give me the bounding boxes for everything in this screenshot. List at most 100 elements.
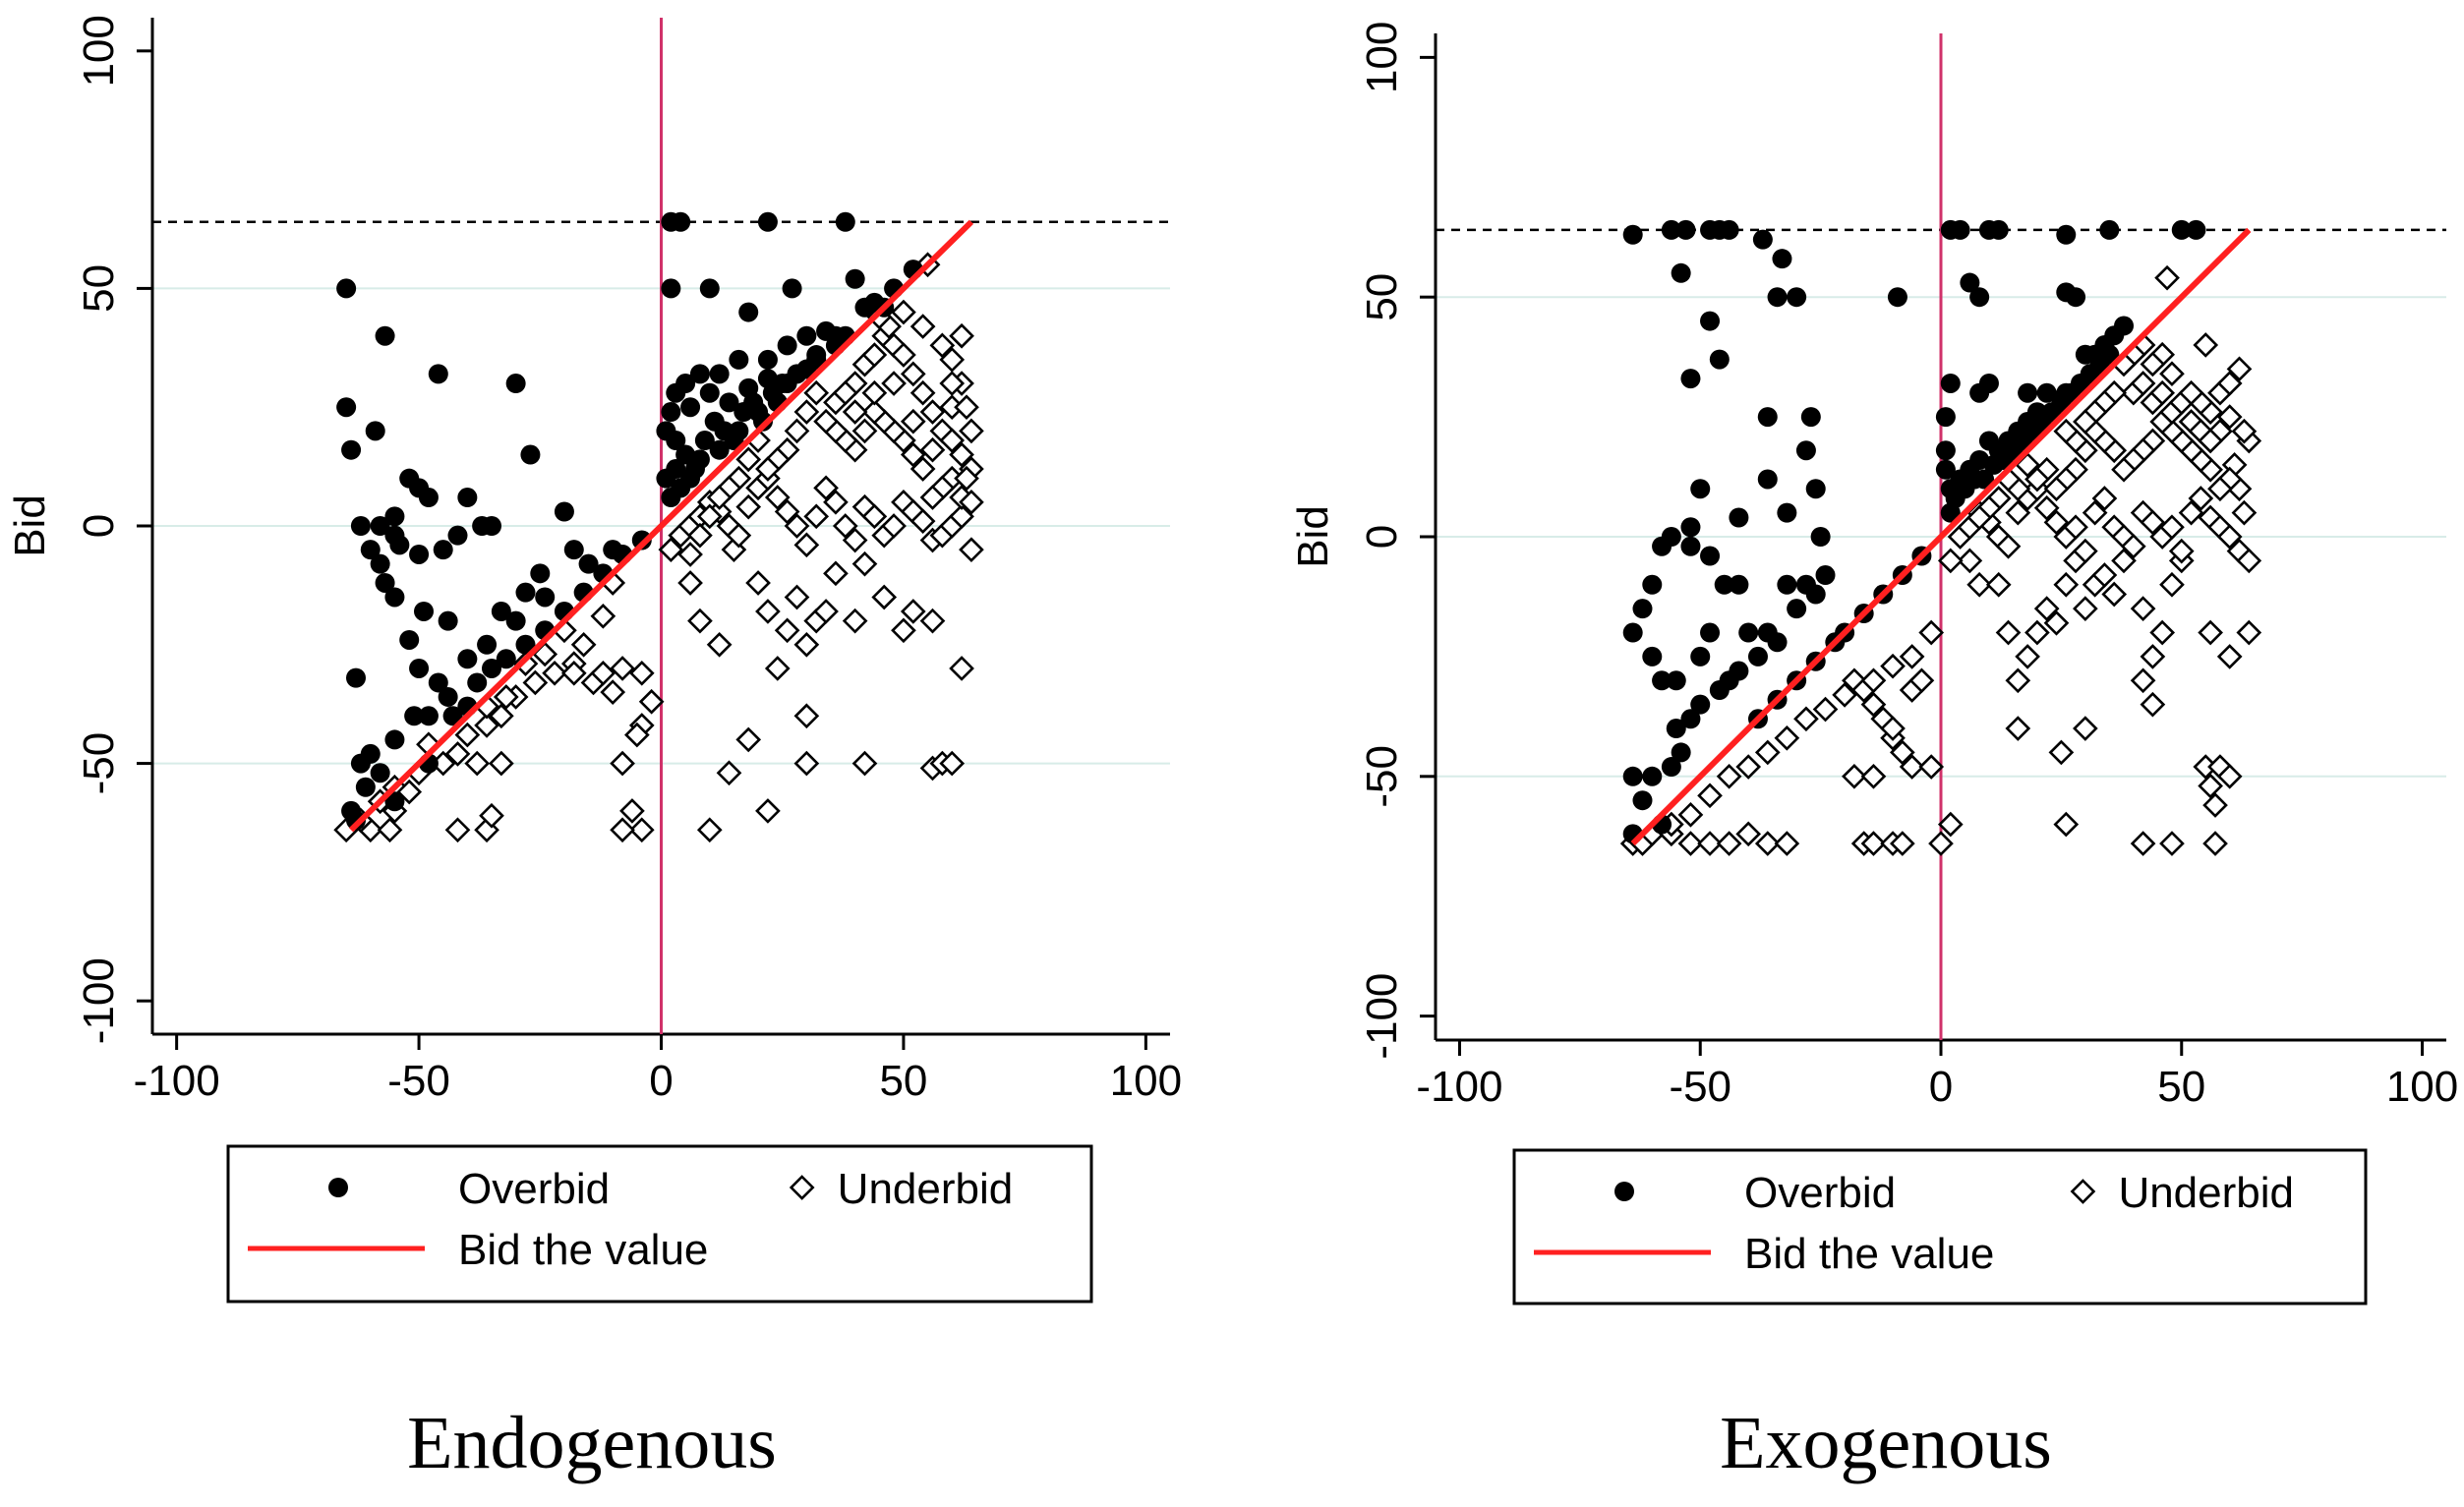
underbid-point: [959, 418, 984, 444]
overbid-point: [1767, 287, 1788, 308]
overbid-point: [729, 421, 749, 441]
overbid-point: [1675, 219, 1696, 240]
legend-overbid-marker: [1614, 1182, 1634, 1201]
overbid-point: [1795, 440, 1816, 461]
overbid-point: [1642, 574, 1663, 595]
underbid-point: [1735, 754, 1762, 780]
x-tick-label: 100: [2386, 1063, 2458, 1111]
underbid-point: [1677, 801, 1704, 828]
underbid-point: [909, 314, 936, 339]
underbid-point: [793, 399, 820, 425]
underbid-point: [755, 599, 781, 624]
underbid-point: [949, 656, 974, 681]
overbid-point: [1700, 311, 1721, 331]
overbid-point: [1935, 407, 1956, 428]
underbid-point: [2043, 609, 2070, 636]
underbid-point: [542, 660, 567, 686]
underbid-point: [2140, 644, 2166, 669]
overbid-point: [1815, 565, 1836, 586]
underbid-point: [1735, 821, 1762, 847]
underbid-point: [2120, 533, 2146, 559]
underbid-point: [2149, 619, 2176, 646]
overbid-point: [661, 402, 681, 423]
underbid-point: [464, 750, 491, 777]
overbid-point: [1719, 219, 1739, 240]
underbid-point: [687, 522, 713, 549]
bid-the-value-line: [348, 219, 974, 833]
underbid-point: [2168, 538, 2195, 564]
underbid-point: [2043, 509, 2070, 536]
underbid-point: [1793, 706, 1819, 732]
underbid-point: [2216, 644, 2243, 669]
underbid-point: [619, 798, 645, 824]
underbid-point: [764, 656, 791, 681]
overbid-point: [666, 382, 686, 403]
underbid-point: [522, 669, 549, 696]
underbid-point: [1860, 831, 1887, 856]
underbid-point: [512, 651, 539, 676]
underbid-point: [377, 817, 403, 843]
overbid-point: [375, 572, 395, 593]
overbid-point: [1661, 757, 1681, 778]
underbid-point: [658, 537, 684, 562]
overbid-point: [845, 268, 865, 289]
underbid-point: [2140, 509, 2166, 536]
panel-caption: Endogenous: [407, 1402, 777, 1484]
underbid-point: [2159, 831, 2185, 856]
underbid-point: [1754, 739, 1781, 766]
overbid-point: [1810, 527, 1831, 547]
underbid-point: [590, 660, 616, 686]
overbid-point: [2186, 219, 2206, 240]
underbid-point: [1899, 754, 1925, 780]
overbid-point: [666, 459, 686, 480]
overbid-point: [563, 540, 584, 560]
overbid-point: [1729, 661, 1749, 681]
overbid-point: [1805, 479, 1826, 499]
underbid-point: [842, 608, 868, 634]
y-tick-label: 100: [1358, 22, 1406, 93]
overbid-point: [438, 686, 458, 707]
underbid-point: [900, 441, 926, 468]
underbid-point: [1966, 571, 1993, 598]
x-tick-label: -50: [387, 1057, 450, 1105]
underbid-point: [939, 428, 966, 453]
overbid-point: [1787, 599, 1807, 619]
y-tick-label: 0: [1358, 525, 1406, 549]
y-axis-title: Bid: [6, 494, 54, 557]
underbid-point: [764, 485, 791, 510]
underbid-point: [479, 802, 504, 829]
underbid-point: [726, 522, 752, 549]
underbid-point: [2033, 596, 2060, 621]
overbid-point: [1767, 632, 1788, 653]
underbid-point: [1716, 831, 1742, 856]
underbid-point: [2082, 499, 2108, 526]
overbid-point: [680, 468, 701, 489]
underbid-point: [560, 660, 587, 686]
overbid-point: [2114, 316, 2135, 336]
overbid-points: [336, 211, 923, 831]
x-tick-label: -50: [1669, 1063, 1731, 1111]
overbid-point: [671, 211, 691, 232]
underbid-point: [2053, 811, 2080, 838]
overbid-point: [1690, 694, 1711, 715]
overbid-point: [457, 649, 478, 669]
underbid-point: [1899, 644, 1925, 669]
underbid-point: [716, 760, 742, 786]
underbid-point: [1928, 831, 1954, 856]
overbid-point: [370, 516, 390, 536]
overbid-point: [1805, 584, 1826, 605]
overbid-point: [375, 325, 395, 346]
underbid-point: [2216, 524, 2243, 550]
overbid-point: [777, 335, 797, 356]
overbid-point: [336, 278, 357, 299]
x-tick-label: 0: [649, 1057, 673, 1105]
overbid-point: [1690, 479, 1711, 499]
overbid-point: [694, 431, 715, 451]
x-tick-label: 50: [879, 1057, 927, 1105]
overbid-point: [442, 706, 463, 726]
underbid-point: [2159, 514, 2185, 541]
underbid-point: [2198, 773, 2223, 799]
overbid-point: [796, 325, 817, 346]
overbid-point: [1738, 622, 1759, 643]
underbid-point: [2130, 831, 2156, 856]
